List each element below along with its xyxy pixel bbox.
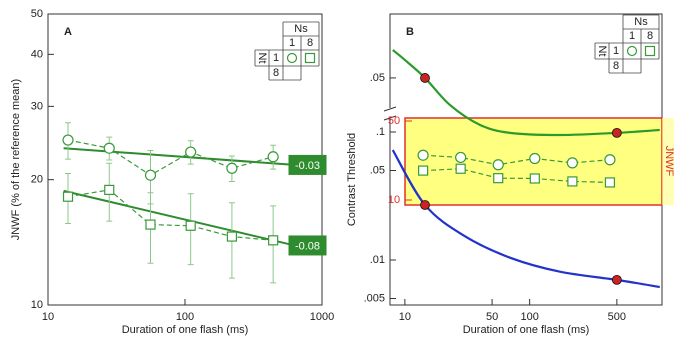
y-tick-label: 50 bbox=[31, 8, 43, 20]
circle-marker bbox=[62, 134, 74, 146]
y-axis-label: JNWF (% of the reference mean) bbox=[10, 79, 22, 240]
table-col-title: Ns bbox=[634, 16, 648, 28]
inset-series-line bbox=[423, 168, 610, 184]
circle-marker bbox=[492, 159, 504, 171]
circle-marker bbox=[417, 149, 429, 161]
circle-marker bbox=[529, 152, 541, 165]
square-marker bbox=[104, 184, 115, 196]
circle-marker bbox=[103, 142, 115, 154]
inset-y-tick-label: 50 bbox=[388, 115, 400, 127]
table-col-title: Ns bbox=[294, 23, 308, 35]
x-tick-label: 50 bbox=[486, 311, 498, 323]
square-marker bbox=[529, 173, 540, 184]
y-tick-label: .01 bbox=[370, 254, 385, 266]
y-tick-label: 10 bbox=[31, 299, 43, 311]
square-marker bbox=[226, 231, 238, 242]
fit-label-box bbox=[288, 154, 327, 175]
highlight-point bbox=[420, 200, 430, 210]
fit-line bbox=[63, 147, 295, 166]
x-tick-label: 10 bbox=[399, 311, 411, 323]
panel-label: A bbox=[64, 26, 72, 38]
y-tick-label: 30 bbox=[31, 100, 43, 112]
table-square bbox=[644, 45, 656, 57]
circle-marker bbox=[185, 146, 197, 158]
x-tick-label: 100 bbox=[520, 311, 538, 323]
square-marker bbox=[567, 176, 578, 187]
highlight-point bbox=[420, 73, 430, 83]
series-line bbox=[67, 189, 274, 241]
y-tick-label: 40 bbox=[31, 48, 43, 60]
square-marker bbox=[62, 191, 74, 202]
fit-label: -0.03 bbox=[295, 160, 320, 172]
panel-a-frame bbox=[47, 13, 323, 306]
table-col-level: 8 bbox=[307, 37, 313, 49]
table-circle bbox=[626, 45, 638, 57]
axis-break-gap bbox=[382, 108, 398, 118]
y-tick-label: .05 bbox=[370, 72, 385, 84]
square-marker bbox=[268, 235, 279, 246]
square-marker bbox=[418, 165, 429, 176]
table-row-title: Nt bbox=[256, 53, 268, 64]
inset-y-tick-label: 10 bbox=[388, 194, 400, 206]
circle-marker bbox=[267, 151, 279, 163]
circle-marker bbox=[226, 162, 238, 174]
table-row-level: 8 bbox=[273, 67, 279, 79]
circle-marker bbox=[566, 157, 578, 169]
x-tick-label: 10 bbox=[42, 311, 54, 323]
circle-marker bbox=[604, 154, 616, 166]
table-row-level: 1 bbox=[613, 45, 619, 57]
y-axis-label: Contrast Threshold bbox=[346, 133, 358, 226]
table-row-level: 1 bbox=[273, 52, 279, 64]
table-row-title: Nt bbox=[596, 46, 608, 57]
table-col-level: 1 bbox=[289, 37, 295, 49]
x-axis-label: Duration of one flash (ms) bbox=[463, 324, 590, 336]
table-col-level: 1 bbox=[629, 30, 635, 42]
y-tick-label: .005 bbox=[364, 292, 385, 304]
table-square bbox=[304, 52, 316, 64]
square-marker bbox=[455, 163, 466, 174]
circle-marker bbox=[455, 151, 467, 164]
series-line bbox=[67, 139, 274, 176]
fit-label: -0.08 bbox=[295, 240, 320, 252]
panel-label: B bbox=[406, 26, 414, 38]
x-tick-label: 500 bbox=[608, 311, 626, 323]
y-tick-label: 20 bbox=[31, 174, 43, 186]
x-tick-label: 1000 bbox=[310, 311, 334, 323]
y-tick-label: .1 bbox=[376, 126, 385, 138]
square-marker bbox=[145, 219, 156, 230]
highlight-point bbox=[611, 274, 622, 285]
highlight-point bbox=[611, 127, 622, 138]
x-tick-label: 100 bbox=[176, 311, 194, 323]
y-tick-label: .05 bbox=[370, 164, 385, 176]
square-marker bbox=[185, 220, 196, 231]
table-circle bbox=[286, 52, 298, 64]
fit-line bbox=[63, 189, 295, 247]
fit-label-box bbox=[288, 235, 327, 256]
table-col-level: 8 bbox=[647, 30, 653, 42]
inset-y-label: JNWF bbox=[663, 146, 675, 177]
square-marker bbox=[493, 173, 504, 184]
circle-marker bbox=[144, 169, 157, 181]
axis-break bbox=[383, 106, 397, 121]
square-marker bbox=[604, 177, 616, 188]
curve bbox=[392, 49, 660, 137]
table-row-level: 8 bbox=[613, 60, 619, 72]
x-axis-label: Duration of one flash (ms) bbox=[122, 324, 249, 336]
inset-glow bbox=[662, 118, 674, 205]
